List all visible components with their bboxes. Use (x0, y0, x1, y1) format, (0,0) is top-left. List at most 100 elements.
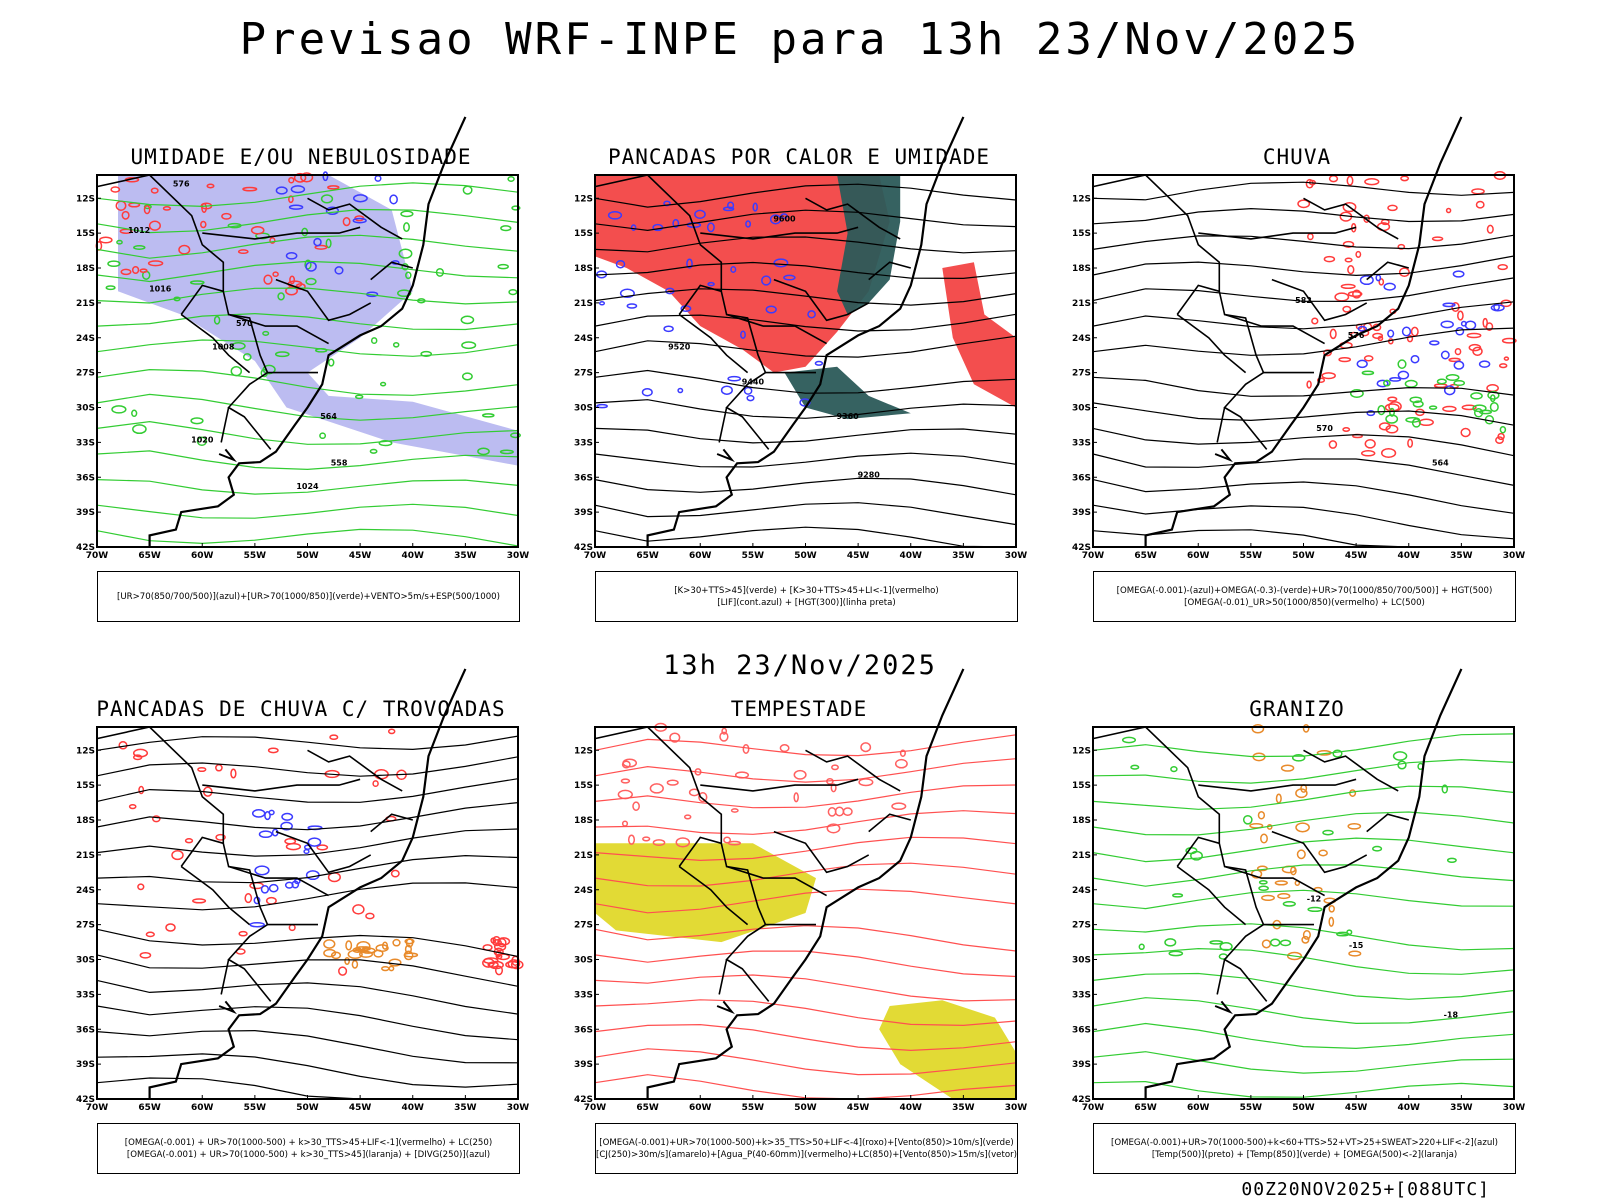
contour-blob (649, 783, 664, 794)
x-tick-label: 55W (1240, 1103, 1263, 1113)
contour-blob (275, 186, 288, 195)
y-tick-label: 39S (76, 508, 95, 518)
contour-label: 9360 (836, 412, 859, 421)
contour-blob (719, 731, 729, 742)
contour-blob (1334, 292, 1350, 302)
panel-legend: [UR>70(850/700/500)](azul)+[UR>70(1000/8… (97, 571, 520, 622)
contour-blob (1342, 240, 1355, 248)
contour-line (96, 260, 519, 283)
y-tick-label: 33S (574, 438, 593, 448)
contour-line (594, 950, 1017, 978)
country-border (678, 836, 722, 867)
contour-line (594, 1048, 1017, 1076)
contour-blob (288, 176, 295, 184)
y-tick-label: 33S (574, 990, 593, 1000)
contour-blob (1360, 450, 1376, 457)
contour-blob (1410, 326, 1419, 337)
contour-line (1092, 1080, 1515, 1098)
contour-blob (499, 449, 514, 455)
coastline (148, 116, 467, 547)
contour-line (594, 477, 1017, 496)
contour-blob (507, 176, 515, 182)
x-tick-label: 30W (1005, 1103, 1028, 1113)
coastline (646, 668, 965, 1099)
contour-line (1092, 889, 1515, 910)
contour-line (96, 287, 519, 305)
country-border (718, 407, 728, 443)
contour-blob (128, 803, 137, 810)
shaded-region (942, 262, 1016, 408)
contour-blob (1405, 416, 1421, 423)
country-border (1224, 865, 1325, 897)
legend-line-2: [Temp(500)](preto) + [Temp(850)](verde) … (1151, 1149, 1458, 1160)
coastline (148, 668, 467, 1099)
contour-line (1092, 207, 1515, 225)
contour-blob (370, 337, 378, 345)
contour-blob (403, 950, 414, 961)
y-tick-label: 18S (574, 816, 593, 826)
contour-blob (1440, 320, 1454, 329)
contour-line (96, 312, 519, 331)
contour-blob (305, 261, 317, 272)
coastline (1144, 668, 1463, 1099)
contour-line (96, 735, 519, 751)
coastline (218, 448, 237, 463)
x-tick-label: 45W (847, 1103, 870, 1113)
contour-blob (1428, 405, 1438, 410)
contour-blob (698, 791, 708, 803)
y-tick-label: 33S (76, 438, 95, 448)
x-tick-label: 55W (1240, 551, 1263, 561)
contour-blob (1346, 175, 1354, 186)
contour-blob (390, 869, 400, 878)
y-tick-label: 33S (76, 990, 95, 1000)
contour-blob (683, 814, 692, 820)
contour-line (96, 234, 519, 259)
contour-label: -12 (1307, 894, 1321, 903)
contour-line (594, 810, 1017, 835)
y-tick-label: 36S (1072, 1025, 1091, 1035)
x-tick-label: 45W (349, 551, 372, 561)
contour-line (96, 339, 519, 357)
contour-blob (397, 289, 412, 298)
country-border (275, 830, 372, 874)
contour-blob (1359, 275, 1374, 286)
contour-blob (1482, 317, 1488, 328)
contour-blob (745, 220, 752, 228)
country-border (370, 813, 414, 833)
country-border (228, 313, 329, 345)
y-tick-label: 18S (574, 264, 593, 274)
contour-line (96, 1053, 519, 1088)
contour-line (1092, 1051, 1515, 1074)
contour-label: 558 (331, 459, 348, 468)
contour-blob (1407, 438, 1414, 448)
contour-blob (495, 950, 503, 958)
contour-blob (374, 174, 382, 182)
contour-blob (494, 965, 504, 976)
contour-line (96, 802, 519, 831)
x-tick-label: 40W (1398, 1103, 1421, 1113)
contour-label: 576 (173, 180, 190, 189)
contour-blob (1387, 396, 1398, 402)
contour-blob (1452, 270, 1465, 278)
contour-line (96, 450, 519, 471)
country-border (1216, 959, 1226, 995)
x-tick-label: 30W (1005, 551, 1028, 561)
contour-blob (1487, 390, 1500, 400)
contour-blob (1397, 760, 1407, 770)
contour-blob (621, 760, 631, 769)
contour-line (96, 828, 519, 857)
country-border (805, 197, 901, 240)
contour-blob (1275, 793, 1282, 804)
contour-label: 1012 (128, 226, 150, 235)
contour-label: 576 (1348, 331, 1365, 340)
contour-blob (107, 260, 121, 268)
x-tick-label: 60W (1187, 551, 1210, 561)
contour-blob (387, 728, 396, 735)
contour-label: 9600 (773, 215, 796, 224)
country-border (773, 278, 870, 322)
contour-blob (1311, 317, 1319, 325)
contour-blob (899, 749, 906, 757)
contour-blob (1305, 178, 1314, 189)
contour-blob (1280, 764, 1295, 772)
contour-blob (404, 938, 415, 945)
